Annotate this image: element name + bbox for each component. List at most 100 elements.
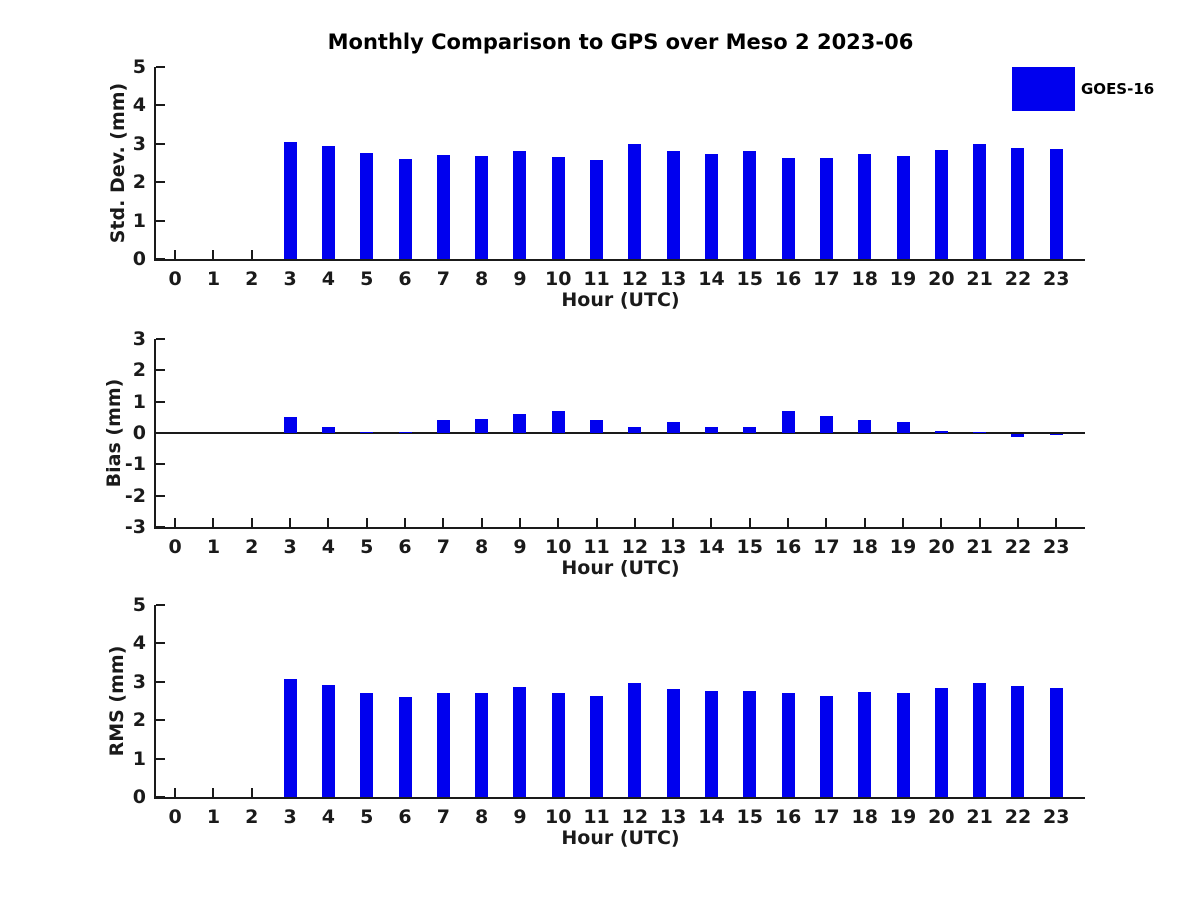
y-tick-mark bbox=[156, 369, 165, 372]
bar-hour-6 bbox=[398, 159, 412, 259]
y-tick-mark bbox=[156, 525, 165, 528]
bar-hour-23 bbox=[1049, 434, 1063, 435]
bar-hour-18 bbox=[858, 691, 872, 797]
x-axis-line bbox=[154, 259, 1085, 261]
x-tick-mark bbox=[442, 518, 445, 527]
x-tick-label: 21 bbox=[966, 806, 993, 828]
bar-hour-10 bbox=[551, 157, 565, 259]
y-tick-mark bbox=[156, 642, 165, 645]
y-tick-label: 0 bbox=[132, 786, 146, 808]
chart-title: Monthly Comparison to GPS over Meso 2 20… bbox=[327, 30, 914, 54]
x-tick-label: 13 bbox=[659, 536, 687, 558]
x-tick-label: 18 bbox=[851, 268, 878, 290]
x-tick-label: 17 bbox=[813, 806, 840, 828]
x-tick-label: 20 bbox=[928, 536, 955, 558]
y-tick-mark bbox=[156, 104, 165, 107]
bar-hour-17 bbox=[819, 158, 833, 259]
x-tick-label: 18 bbox=[851, 536, 878, 558]
x-tick-mark bbox=[672, 518, 675, 527]
y-tick-mark bbox=[156, 463, 165, 466]
bar-hour-15 bbox=[743, 690, 757, 797]
x-tick-label: 6 bbox=[398, 536, 412, 558]
x-tick-label: 15 bbox=[736, 268, 763, 290]
x-tick-label: 4 bbox=[321, 268, 335, 290]
bar-hour-12 bbox=[628, 426, 642, 433]
y-tick-label: 0 bbox=[132, 248, 146, 270]
bar-hour-9 bbox=[513, 413, 527, 433]
bar-hour-11 bbox=[590, 159, 604, 259]
bar-hour-8 bbox=[475, 155, 489, 259]
x-tick-mark bbox=[480, 518, 483, 527]
x-tick-label: 23 bbox=[1043, 536, 1070, 558]
y-axis-spine bbox=[154, 67, 156, 261]
x-tick-mark bbox=[633, 518, 636, 527]
bar-hour-6 bbox=[398, 697, 412, 797]
x-tick-label: 11 bbox=[583, 536, 610, 558]
x-tick-mark bbox=[174, 518, 177, 527]
bar-hour-23 bbox=[1049, 149, 1063, 259]
x-tick-label: 14 bbox=[698, 268, 725, 290]
bar-hour-6 bbox=[398, 432, 412, 433]
x-tick-label: 7 bbox=[436, 536, 450, 558]
bar-hour-13 bbox=[666, 151, 680, 259]
x-tick-mark bbox=[327, 518, 330, 527]
x-tick-label: 22 bbox=[1004, 536, 1032, 558]
bar-hour-20 bbox=[934, 688, 948, 797]
y-axis-spine bbox=[154, 339, 156, 529]
x-tick-label: 5 bbox=[360, 536, 374, 558]
x-tick-label: 22 bbox=[1004, 268, 1032, 290]
x-tick-label: 6 bbox=[398, 806, 412, 828]
bar-hour-22 bbox=[1011, 147, 1025, 259]
x-tick-mark bbox=[212, 518, 215, 527]
bar-hour-21 bbox=[973, 683, 987, 797]
bar-hour-13 bbox=[666, 688, 680, 797]
bar-hour-5 bbox=[360, 153, 374, 259]
x-tick-mark bbox=[902, 518, 905, 527]
bar-hour-13 bbox=[666, 421, 680, 433]
x-tick-label: 23 bbox=[1043, 268, 1070, 290]
y-tick-label: 3 bbox=[132, 132, 146, 155]
bar-hour-12 bbox=[628, 143, 642, 259]
bar-hour-16 bbox=[781, 411, 795, 433]
bar-hour-15 bbox=[743, 427, 757, 433]
y-tick-label: -3 bbox=[124, 515, 146, 538]
bar-hour-22 bbox=[1011, 686, 1025, 797]
x-tick-mark bbox=[174, 250, 177, 259]
y-tick-label: 1 bbox=[132, 747, 146, 770]
x-tick-label: 15 bbox=[736, 536, 763, 558]
xlabel-stddev: Hour (UTC) bbox=[561, 289, 680, 311]
x-tick-label: 7 bbox=[436, 268, 450, 290]
x-tick-mark bbox=[595, 518, 598, 527]
bar-hour-7 bbox=[436, 420, 450, 433]
bar-hour-11 bbox=[590, 419, 604, 433]
bar-hour-21 bbox=[973, 431, 987, 433]
x-tick-mark bbox=[863, 518, 866, 527]
bar-hour-5 bbox=[360, 692, 374, 797]
x-tick-mark bbox=[710, 518, 713, 527]
y-tick-label: 0 bbox=[132, 422, 146, 444]
bar-hour-22 bbox=[1011, 434, 1025, 437]
bar-hour-8 bbox=[475, 418, 489, 433]
x-tick-mark bbox=[1016, 518, 1019, 527]
y-tick-label: 1 bbox=[132, 209, 146, 232]
x-tick-label: 2 bbox=[245, 806, 259, 828]
y-tick-label: 5 bbox=[132, 594, 146, 616]
x-tick-label: 12 bbox=[621, 536, 649, 558]
bar-hour-19 bbox=[896, 421, 910, 433]
x-tick-label: 19 bbox=[889, 536, 917, 558]
y-tick-mark bbox=[156, 604, 165, 606]
x-tick-label: 11 bbox=[583, 806, 610, 828]
x-tick-label: 8 bbox=[475, 536, 489, 558]
bar-hour-5 bbox=[360, 431, 374, 433]
x-axis-line bbox=[154, 797, 1085, 799]
bar-hour-18 bbox=[858, 153, 872, 259]
bar-hour-19 bbox=[896, 155, 910, 259]
x-tick-label: 17 bbox=[813, 536, 840, 558]
x-tick-label: 4 bbox=[321, 806, 335, 828]
y-tick-label: 4 bbox=[132, 632, 146, 655]
x-tick-label: 8 bbox=[475, 268, 489, 290]
bar-hour-20 bbox=[934, 150, 948, 259]
bar-hour-10 bbox=[551, 692, 565, 797]
y-tick-label: 3 bbox=[132, 328, 146, 351]
